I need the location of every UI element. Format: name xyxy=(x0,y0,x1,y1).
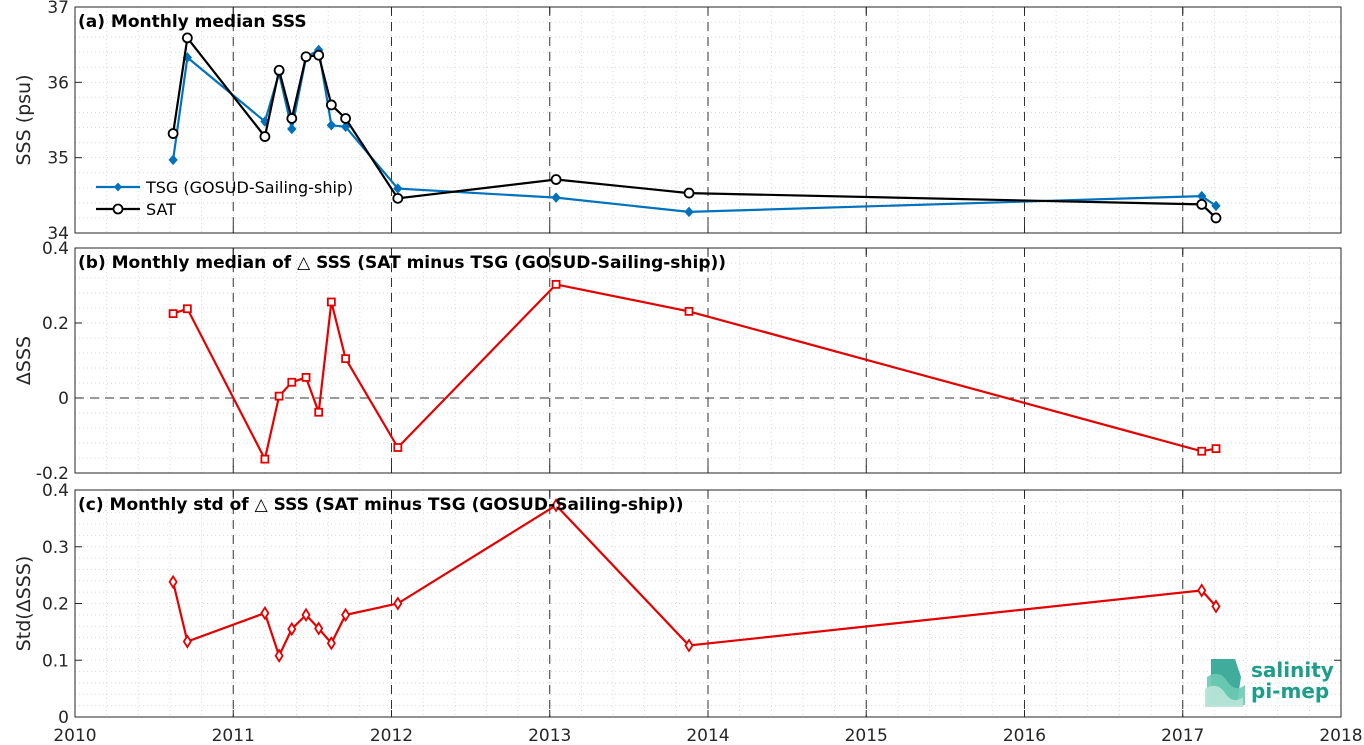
data-point xyxy=(1197,583,1207,598)
series-line xyxy=(172,283,1217,463)
y-tick-label: 0 xyxy=(58,708,69,728)
series-sat xyxy=(167,32,1222,224)
data-point xyxy=(551,498,561,513)
data-point xyxy=(167,128,179,139)
data-point xyxy=(1211,444,1221,454)
data-point xyxy=(314,621,324,636)
data-point xyxy=(260,454,270,464)
y-tick-label: 0.4 xyxy=(42,481,69,501)
data-point xyxy=(274,648,284,663)
data-point xyxy=(341,354,351,364)
data-point xyxy=(683,187,695,199)
y-tick-label: 0 xyxy=(58,389,69,409)
legend-marker xyxy=(114,182,122,192)
series-delta xyxy=(168,498,1221,663)
legend-label: TSG (GOSUD-Sailing-ship) xyxy=(145,178,353,197)
data-point xyxy=(326,297,336,307)
data-point xyxy=(182,634,192,649)
y-tick-label: 35 xyxy=(47,149,69,169)
data-point xyxy=(260,605,270,621)
x-tick-label: 2014 xyxy=(686,726,729,745)
data-point xyxy=(182,304,192,314)
data-point xyxy=(1197,446,1207,456)
x-tick-label: 2017 xyxy=(1161,726,1204,745)
data-point xyxy=(1211,200,1221,212)
data-point xyxy=(551,279,561,289)
data-point xyxy=(684,206,694,218)
y-tick-label: -0.2 xyxy=(36,464,69,484)
x-tick-label: 2011 xyxy=(212,726,255,745)
x-tick-label: 2015 xyxy=(845,726,888,745)
data-point xyxy=(168,309,178,319)
wave-logo-icon xyxy=(1205,659,1245,707)
legend: TSG (GOSUD-Sailing-ship) SAT xyxy=(96,178,353,219)
legend-label: SAT xyxy=(146,200,176,219)
x-tick-label: 2012 xyxy=(370,726,413,745)
x-tick-label: 2013 xyxy=(528,726,571,745)
y-tick-label: 0.3 xyxy=(42,538,69,558)
x-tick-label: 2016 xyxy=(1003,726,1046,745)
data-point xyxy=(1196,198,1208,210)
data-point xyxy=(1210,212,1222,224)
y-tick-label: 34 xyxy=(47,224,69,244)
data-point xyxy=(314,407,324,417)
y-tick-label: 37 xyxy=(47,0,69,18)
data-point xyxy=(287,123,297,135)
panel-c: 0 0.1 0.2 0.3 0.4 2010 2011 2012 2013 2014 2015 201… xyxy=(13,481,1363,745)
panel-title: (c) Monthly std of △ SSS (SAT minus TSG … xyxy=(78,495,684,515)
data-point xyxy=(168,574,178,590)
data-point xyxy=(301,607,311,623)
salinity-pi-mep-logo: salinity pi-mep xyxy=(1205,658,1334,707)
series-line xyxy=(172,35,1217,219)
series-line xyxy=(172,503,1217,659)
data-point xyxy=(181,32,193,44)
data-point xyxy=(259,131,271,142)
data-point xyxy=(325,99,337,111)
data-point xyxy=(550,174,562,185)
y-tick-label: 0.1 xyxy=(42,651,69,671)
logo-line2: pi-mep xyxy=(1251,679,1329,703)
data-point xyxy=(287,621,297,637)
data-point xyxy=(340,121,351,133)
panel-title: (a) Monthly median SSS xyxy=(78,12,307,32)
data-point xyxy=(326,120,337,131)
y-tick-label: 0.2 xyxy=(42,314,69,334)
y-axis-label: ΔSSS xyxy=(13,336,35,385)
data-point xyxy=(287,377,297,387)
panel-title: (b) Monthly median of △ SSS (SAT minus T… xyxy=(78,253,726,273)
x-tick-label: 2018 xyxy=(1319,726,1362,745)
data-point xyxy=(326,636,336,651)
data-point xyxy=(313,49,325,61)
y-tick-label: 36 xyxy=(47,73,69,93)
x-tick-label: 2010 xyxy=(53,726,96,745)
data-point xyxy=(392,192,404,204)
data-point xyxy=(393,596,403,611)
data-point xyxy=(341,607,351,623)
data-point xyxy=(551,192,561,203)
data-point xyxy=(273,64,285,76)
series-delta xyxy=(168,279,1221,464)
data-point xyxy=(393,443,403,452)
y-axis-label: SSS (psu) xyxy=(13,74,35,165)
data-point xyxy=(684,638,694,653)
data-point xyxy=(301,372,311,382)
panel-a: 34 35 36 37 SSS (psu) (a) Monthly median SSS T… xyxy=(13,0,1342,244)
logo-line1: salinity xyxy=(1251,658,1334,682)
series-line xyxy=(172,48,1217,214)
data-point xyxy=(168,154,178,166)
data-point xyxy=(684,306,694,316)
data-point xyxy=(274,391,284,401)
data-point xyxy=(286,113,298,124)
data-point xyxy=(300,51,312,63)
y-tick-label: 0.4 xyxy=(42,239,69,259)
data-point xyxy=(1211,599,1221,614)
chart-panels: 34 35 36 37 SSS (psu) (a) Monthly median SSS T… xyxy=(13,0,1363,745)
data-point xyxy=(340,113,352,124)
panel-b: -0.2 0 0.2 0.4 ΔSSS (b) Monthly median of △ S… xyxy=(13,239,1342,484)
legend-marker xyxy=(112,203,124,215)
y-tick-label: 0.2 xyxy=(42,595,69,615)
y-axis-label: Std(ΔSSS) xyxy=(13,556,35,652)
